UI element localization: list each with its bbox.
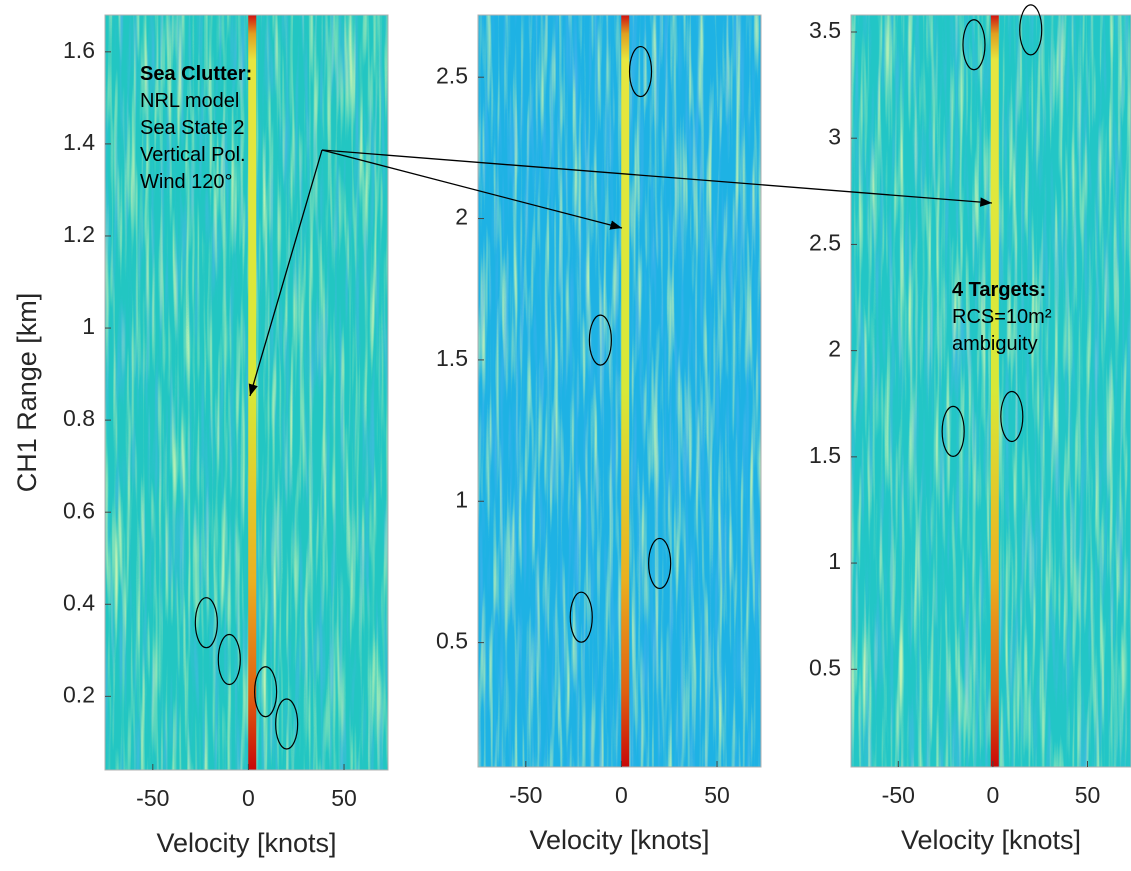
target-marker (1019, 4, 1043, 56)
arrow (248, 149, 323, 397)
target-marker (628, 45, 653, 98)
clutter-ridge (248, 15, 257, 770)
x-tick-label: 50 (331, 785, 357, 811)
y-tick-label: 1 (828, 548, 841, 574)
x-tick-label: -50 (509, 782, 542, 808)
annotation: Sea Clutter: (140, 63, 252, 85)
x-axis-label: Velocity [knots] (156, 828, 336, 858)
arrow (321, 149, 623, 230)
target-marker (194, 597, 218, 649)
annotation: NRL model (140, 90, 239, 112)
annotation: Wind 120° (140, 171, 233, 193)
x-tick-label: 50 (1075, 782, 1101, 808)
x-tick-label: 0 (986, 782, 999, 808)
y-tick-label: 2 (828, 336, 841, 362)
y-tick-label: 0.6 (63, 497, 95, 523)
x-axis-label: Velocity [knots] (529, 825, 709, 855)
target-marker (962, 19, 986, 71)
frame (104, 14, 389, 771)
y-tick-label: 0.5 (436, 628, 468, 654)
target-marker (217, 633, 241, 686)
clutter-ridge (621, 15, 630, 767)
y-tick-label: 1 (82, 313, 95, 339)
annotation: ambiguity (952, 333, 1038, 355)
arrow (321, 149, 993, 207)
annotation: Sea State 2 (140, 117, 245, 139)
y-tick-label: 0.4 (63, 589, 95, 615)
y-tick-label: 2 (455, 204, 468, 230)
y-tick-label: 1.4 (63, 129, 95, 155)
y-tick-label: 3 (828, 123, 841, 149)
clutter-ridge (990, 15, 999, 767)
frame (850, 14, 1131, 768)
y-tick-label: 1 (455, 486, 468, 512)
target-marker (275, 698, 299, 750)
y-tick-label: 1.5 (809, 442, 841, 468)
y-tick-label: 1.2 (63, 221, 95, 247)
y-tick-label: 1.5 (436, 345, 468, 371)
plots: -50 0 50 0.2 0.4 0.6 0.8 1 1.2 1.4 1.6 Velocity [kn… (12, 4, 1131, 858)
annotation: RCS=10m² (952, 306, 1052, 328)
target-marker (254, 666, 278, 718)
heatmap-texture (478, 15, 761, 767)
y-tick-label: 2.5 (436, 62, 468, 88)
target-marker (1000, 390, 1024, 443)
x-tick-label: 50 (704, 782, 730, 808)
y-tick-label: 1.6 (63, 37, 95, 63)
x-tick-label: -50 (136, 785, 169, 811)
target-marker (569, 591, 593, 643)
y-tick-label: 0.5 (809, 654, 841, 680)
x-tick-label: 0 (615, 782, 628, 808)
x-tick-label: 0 (242, 785, 255, 811)
target-marker (941, 405, 965, 457)
target-marker (648, 537, 672, 590)
x-axis-label: Velocity [knots] (901, 825, 1081, 855)
y-tick-label: 0.2 (63, 681, 95, 707)
y-tick-label: 2.5 (809, 230, 841, 256)
arrows (248, 149, 993, 397)
y-tick-label: 3.5 (809, 17, 841, 43)
frame (477, 14, 762, 768)
y-tick-label: 0.8 (63, 405, 95, 431)
annotation: 4 Targets: (952, 279, 1046, 301)
x-tick-label: -50 (882, 782, 915, 808)
target-marker (588, 314, 612, 366)
annotation: Vertical Pol. (140, 144, 246, 166)
heatmap-texture (105, 15, 388, 770)
y-axis-label: CH1 Range [km] (12, 293, 42, 493)
